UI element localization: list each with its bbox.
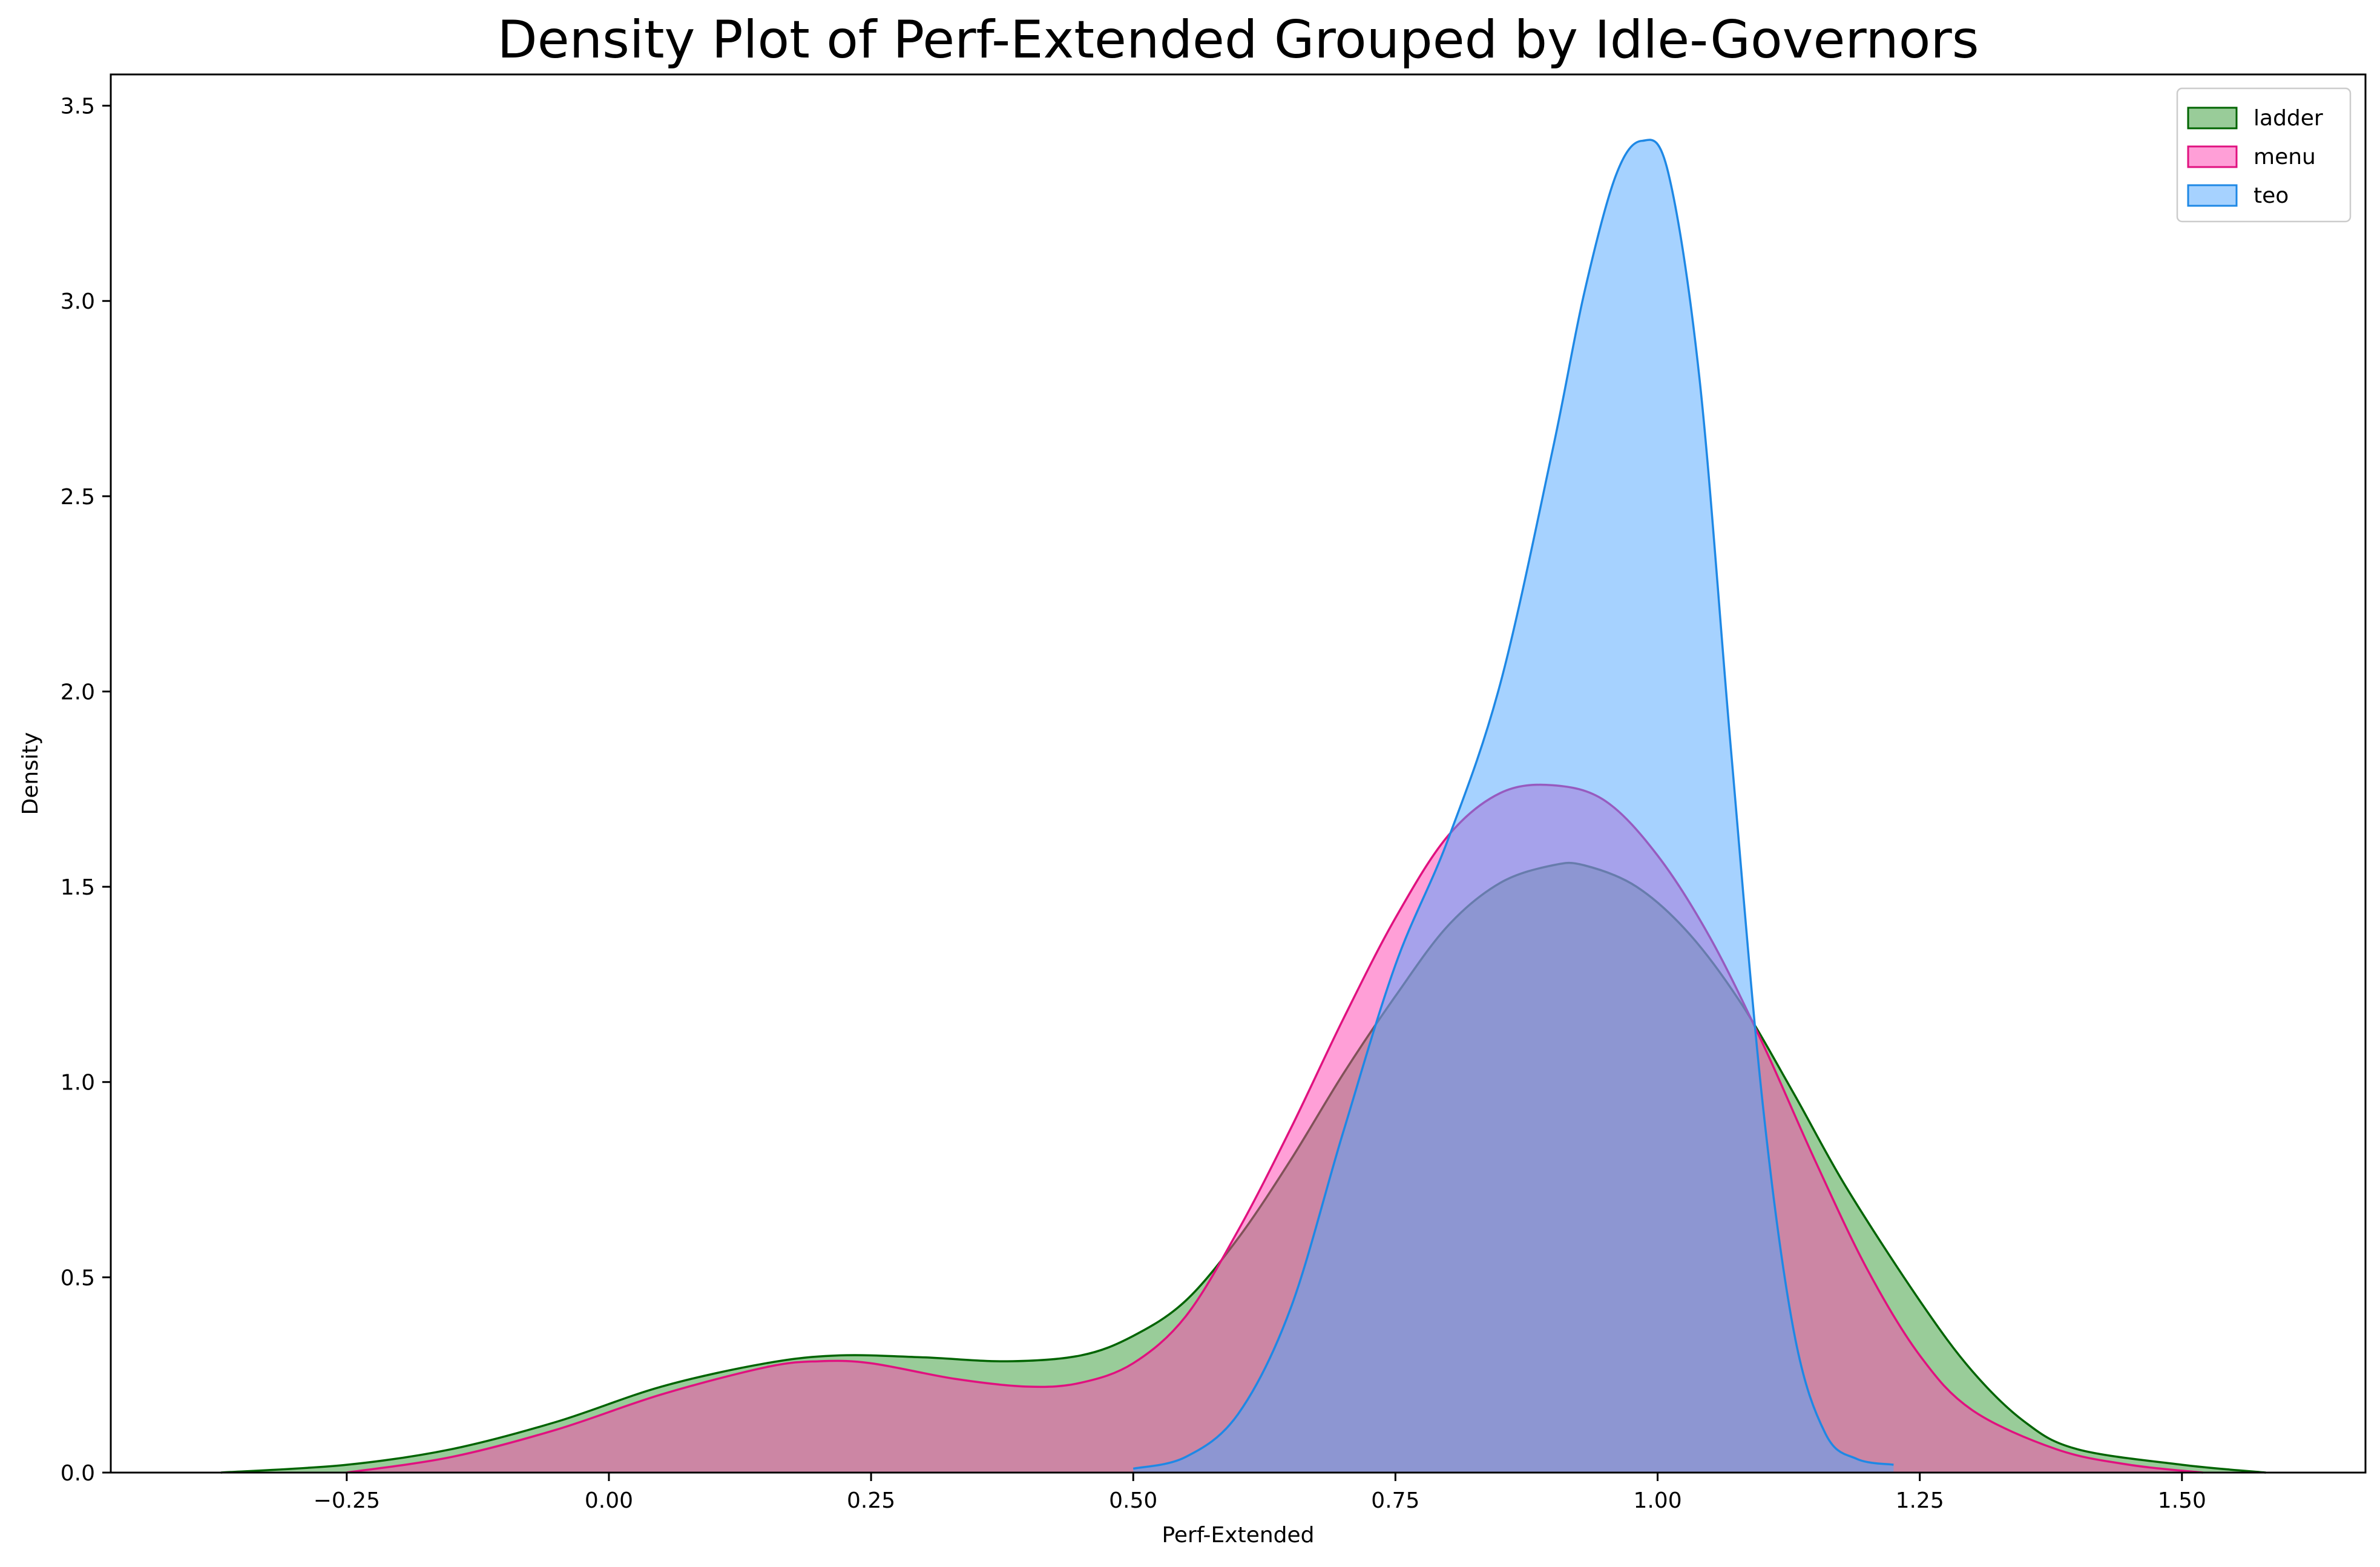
legend-label-menu: menu [2253,145,2316,169]
y-tick-label: 1.5 [61,875,95,900]
x-tick-label: 1.50 [2158,1488,2206,1513]
x-axis: −0.25 0.00 0.25 0.50 0.75 1.00 1.25 1.50 [314,1473,2206,1513]
legend-item-teo: teo [2187,183,2289,208]
x-tick-label: 1.25 [1896,1488,1944,1513]
y-tick-label: 0.5 [61,1266,95,1290]
x-tick-label: 0.75 [1371,1488,1419,1513]
legend-item-menu: menu [2187,145,2316,169]
x-tick-label: 0.25 [847,1488,895,1513]
teo-density-area [1133,139,1894,1473]
series-layer [220,139,2266,1474]
x-tick-label: 0.00 [585,1488,633,1513]
y-tick-label: 3.0 [61,289,95,314]
y-tick-label: 1.0 [61,1071,95,1096]
menu-density-line [346,783,2203,1474]
x-axis-label: Perf-Extended [1162,1523,1314,1548]
legend-label-teo: teo [2253,183,2289,208]
y-tick-label: 3.5 [61,94,95,119]
chart-title: Density Plot of Perf-Extended Grouped by… [497,10,1979,70]
legend-swatch-ladder [2187,107,2238,130]
y-axis: 0.0 0.5 1.0 1.5 2.0 2.5 3.0 3.5 [61,94,111,1486]
legend-swatch-menu [2187,145,2238,168]
y-tick-label: 0.0 [61,1461,95,1486]
teo-density-line [1132,139,1894,1470]
legend-swatch-teo [2187,184,2238,207]
x-tick-label: −0.25 [314,1488,380,1513]
y-axis-label: Density [18,732,43,815]
legend-item-ladder: ladder [2187,106,2323,131]
x-tick-label: 0.50 [1109,1488,1157,1513]
plot-frame [110,73,2367,1474]
x-tick-label: 1.00 [1633,1488,1681,1513]
y-tick-label: 2.0 [61,680,95,705]
y-tick-label: 2.5 [61,485,95,510]
legend-label-ladder: ladder [2253,106,2323,131]
legend: ladder menu teo [2176,87,2352,223]
